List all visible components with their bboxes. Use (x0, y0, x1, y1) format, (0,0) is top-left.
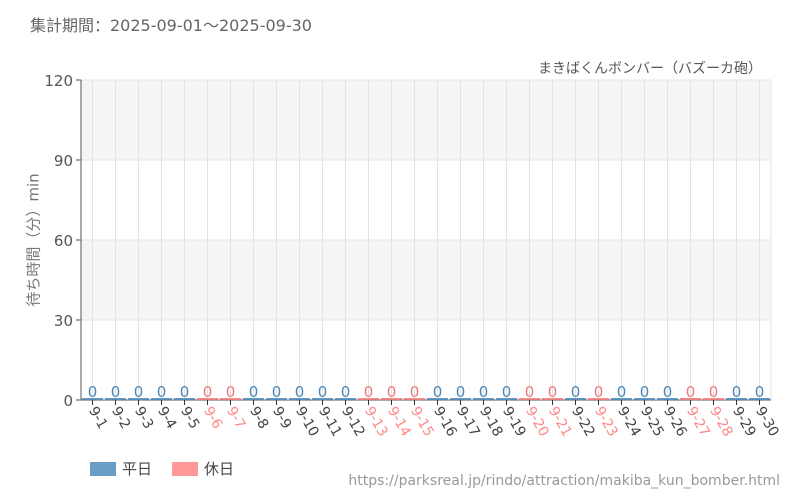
svg-text:9-29: 9-29 (729, 404, 759, 440)
svg-text:9-26: 9-26 (660, 404, 690, 440)
svg-text:9-16: 9-16 (430, 404, 460, 440)
svg-text:120: 120 (44, 72, 73, 90)
svg-text:0: 0 (502, 383, 512, 401)
svg-text:9-15: 9-15 (407, 404, 437, 440)
attraction-title: まきばくんボンバー（バズーカ砲） (538, 61, 762, 77)
svg-text:0: 0 (571, 383, 581, 401)
svg-text:9-19: 9-19 (499, 404, 529, 440)
svg-text:0: 0 (203, 383, 213, 401)
svg-text:0: 0 (755, 383, 765, 401)
svg-text:9-23: 9-23 (591, 404, 621, 440)
svg-text:0: 0 (341, 383, 351, 401)
svg-text:0: 0 (134, 383, 144, 401)
svg-text:9-18: 9-18 (476, 404, 506, 440)
svg-text:0: 0 (63, 392, 73, 410)
svg-text:9-25: 9-25 (637, 404, 667, 440)
svg-text:30: 30 (54, 312, 73, 330)
svg-text:9-1: 9-1 (85, 404, 110, 432)
svg-text:0: 0 (686, 383, 696, 401)
svg-text:60: 60 (54, 232, 73, 250)
svg-text:0: 0 (732, 383, 742, 401)
svg-text:9-17: 9-17 (453, 404, 483, 440)
svg-text:0: 0 (226, 383, 236, 401)
svg-text:9-21: 9-21 (545, 404, 575, 440)
svg-text:9-9: 9-9 (269, 404, 294, 432)
svg-text:9-3: 9-3 (131, 404, 156, 432)
weekday-swatch (90, 461, 116, 476)
svg-text:9-2: 9-2 (108, 404, 133, 432)
svg-text:0: 0 (88, 383, 98, 401)
svg-text:0: 0 (709, 383, 719, 401)
svg-text:9-28: 9-28 (706, 404, 736, 440)
svg-text:0: 0 (249, 383, 259, 401)
svg-text:9-24: 9-24 (614, 404, 644, 440)
source-url: https://parksreal.jp/rindo/attraction/ma… (348, 473, 780, 489)
svg-text:9-7: 9-7 (223, 404, 248, 432)
svg-text:9-6: 9-6 (200, 404, 225, 432)
legend-holiday-label: 休日 (204, 460, 235, 478)
holiday-swatch (172, 461, 199, 476)
svg-text:0: 0 (617, 383, 627, 401)
svg-text:0: 0 (157, 383, 167, 401)
legend-holiday[interactable]: 休日 (172, 458, 234, 479)
svg-text:9-12: 9-12 (338, 404, 368, 440)
svg-text:0: 0 (433, 383, 443, 401)
svg-text:0: 0 (180, 383, 190, 401)
svg-text:0: 0 (364, 383, 374, 401)
svg-text:0: 0 (456, 383, 466, 401)
svg-text:9-14: 9-14 (384, 404, 414, 440)
svg-text:9-22: 9-22 (568, 404, 598, 440)
svg-text:9-8: 9-8 (246, 404, 271, 432)
svg-text:9-4: 9-4 (154, 404, 179, 432)
legend: 平日 休日 (90, 458, 234, 479)
svg-text:0: 0 (272, 383, 282, 401)
legend-weekday[interactable]: 平日 (90, 458, 152, 479)
svg-text:9-13: 9-13 (361, 404, 391, 440)
svg-text:0: 0 (548, 383, 558, 401)
svg-text:9-11: 9-11 (315, 404, 345, 440)
period-label: 集計期間：2025-09-01～2025-09-30 (30, 16, 312, 35)
svg-text:0: 0 (663, 383, 673, 401)
svg-text:0: 0 (525, 383, 535, 401)
svg-text:0: 0 (479, 383, 489, 401)
svg-text:0: 0 (318, 383, 328, 401)
svg-text:0: 0 (640, 383, 650, 401)
svg-text:0: 0 (295, 383, 305, 401)
svg-text:0: 0 (410, 383, 420, 401)
svg-text:9-27: 9-27 (683, 404, 713, 440)
svg-text:90: 90 (54, 152, 73, 170)
svg-text:9-20: 9-20 (522, 404, 552, 440)
svg-text:9-30: 9-30 (752, 404, 782, 440)
svg-text:0: 0 (387, 383, 397, 401)
legend-weekday-label: 平日 (122, 460, 153, 478)
svg-text:0: 0 (111, 383, 121, 401)
svg-text:9-10: 9-10 (292, 404, 322, 440)
svg-text:9-5: 9-5 (177, 404, 202, 432)
svg-text:0: 0 (594, 383, 604, 401)
